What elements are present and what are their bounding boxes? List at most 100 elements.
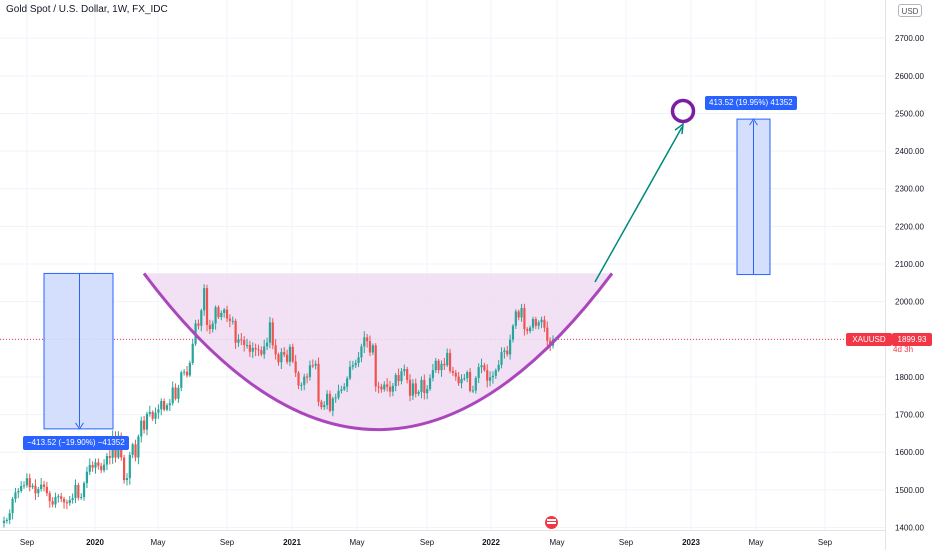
candle-up (82, 483, 86, 498)
candle-up (520, 308, 523, 318)
candle-up (54, 497, 57, 505)
candle-up (308, 365, 312, 377)
price-tick-label: 2300.00 (895, 185, 924, 194)
candle-up (94, 462, 97, 468)
candle-up (245, 344, 249, 346)
chart-title: Gold Spot / U.S. Dollar, 1W, FX_IDC (6, 4, 168, 15)
candle-down (386, 384, 389, 387)
last-price-value-badge: 1899.93 (892, 333, 932, 346)
time-tick-label: Sep (220, 538, 235, 547)
candle-down (311, 365, 314, 367)
candle-down (185, 371, 189, 376)
candle-down (100, 465, 103, 471)
time-axis[interactable]: Sep 2020 May Sep 2021 May Sep 2022 May Sep 2023 May… (20, 538, 833, 547)
candle-down (174, 387, 177, 399)
candle-down (197, 323, 200, 326)
candle-up (265, 342, 269, 347)
candle-up (300, 384, 303, 386)
candle-up (105, 455, 109, 465)
price-tick-label: 2400.00 (895, 147, 924, 156)
candle-down (457, 376, 460, 384)
price-tick-label: 2500.00 (895, 109, 924, 118)
candle-down (423, 379, 426, 394)
currency-badge[interactable]: USD (898, 4, 922, 17)
candle-down (297, 372, 300, 386)
price-tick-label: 2700.00 (895, 34, 924, 43)
candle-up (371, 345, 374, 353)
candle-down (468, 372, 472, 391)
candle-up (211, 323, 214, 330)
candle-up (531, 318, 535, 328)
time-tick-label: 2020 (86, 538, 104, 547)
candle-up (231, 320, 234, 322)
candle-up (31, 485, 34, 488)
candle-down (28, 478, 31, 488)
time-tick-label: May (349, 538, 364, 547)
time-tick-label: 2022 (482, 538, 500, 547)
time-tick-label: 2021 (283, 538, 301, 547)
candle-up (165, 405, 169, 410)
us-flag-icon[interactable] (545, 516, 558, 529)
candle-up (20, 486, 23, 491)
candle-down (65, 502, 69, 504)
candle-up (354, 363, 357, 366)
candle-down (108, 455, 111, 458)
target-circle[interactable] (670, 98, 696, 124)
candle-down (51, 501, 54, 505)
time-tick-label: 2023 (682, 538, 700, 547)
candle-down (91, 465, 94, 468)
price-tick-label: 2000.00 (895, 298, 924, 307)
candle-down (454, 372, 457, 377)
candle-up (85, 471, 89, 484)
price-axis[interactable]: 1400.001500.001600.001700.001800.001900.… (895, 34, 924, 532)
candle-up (128, 454, 131, 479)
candle-down (517, 311, 520, 318)
candle-up (343, 386, 346, 390)
candle-down (143, 420, 146, 430)
candle-down (320, 401, 323, 408)
candle-up (431, 370, 435, 379)
candle-up (268, 322, 272, 343)
candle-down (526, 329, 529, 332)
candle-up (188, 363, 191, 376)
candle-down (274, 345, 277, 355)
candle-up (88, 465, 91, 472)
projection-arrowhead (674, 122, 684, 135)
candle-down (534, 318, 537, 326)
candle-up (203, 288, 206, 311)
candle-down (506, 350, 509, 355)
candle-up (529, 327, 532, 332)
candle-up (500, 352, 503, 365)
candle-down (328, 393, 332, 411)
candle-down (254, 347, 257, 350)
candle-up (288, 346, 292, 362)
candle-down (97, 462, 100, 466)
candle-up (348, 366, 352, 379)
candle-up (2, 520, 6, 523)
candle-up (191, 343, 194, 364)
candle-down (277, 354, 280, 363)
candle-down (408, 379, 412, 396)
candle-down (414, 383, 417, 394)
candle-down (243, 340, 246, 345)
candle-down (397, 375, 400, 382)
candle-up (511, 325, 515, 340)
projection-arrow[interactable] (594, 126, 683, 283)
candle-up (74, 484, 77, 499)
candle-up (509, 339, 512, 355)
candle-up (214, 307, 217, 324)
candle-down (523, 308, 526, 330)
candle-up (471, 390, 475, 392)
candle-up (223, 309, 226, 313)
price-tick-label: 1500.00 (895, 486, 924, 495)
candle-down (437, 360, 440, 371)
candle-up (497, 364, 500, 371)
candle-down (388, 386, 392, 392)
candle-up (537, 322, 540, 326)
candle-down (317, 363, 320, 402)
measure-down-box[interactable] (43, 272, 114, 430)
cup-pattern-curve[interactable] (142, 272, 614, 431)
candle-up (337, 390, 340, 398)
candle-down (151, 411, 154, 419)
